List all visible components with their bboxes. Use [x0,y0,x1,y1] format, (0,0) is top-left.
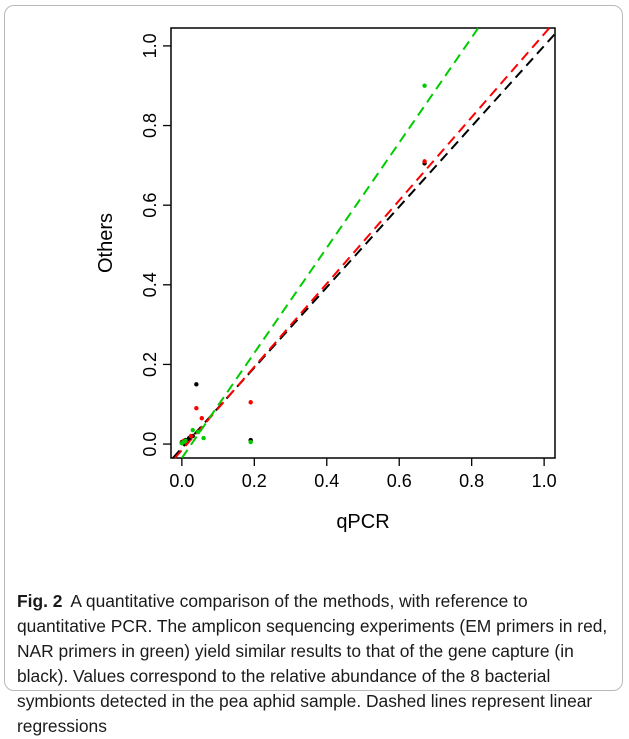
data-point [188,433,194,439]
y-tick-label: 0.0 [140,432,160,457]
y-axis-ticks: 0.0 0.2 0.4 0.6 0.8 1.0 [140,33,171,457]
caption-text: A quantitative comparison of the methods… [17,591,608,736]
data-point [194,382,199,387]
data-point [248,439,253,445]
scatter-chart: 0.0 0.2 0.4 0.6 0.8 1.0 0.0 0.2 0.4 0.6 0.8 1.0 qP… [95,27,557,533]
regression-line [181,27,480,459]
data-point [422,159,427,164]
data-point [199,415,204,421]
data-points [179,83,427,446]
y-tick-label: 0.2 [140,352,160,377]
data-point [248,400,253,405]
x-tick-label: 0.8 [459,471,484,491]
x-axis-ticks: 0.0 0.2 0.4 0.6 0.8 1.0 [169,458,557,491]
x-tick-label: 0.2 [242,471,267,491]
data-point [195,429,201,435]
data-point [183,438,188,444]
x-tick-label: 0.0 [169,471,194,491]
y-tick-label: 0.4 [140,272,160,297]
data-point [190,427,195,433]
regression-line [174,27,551,459]
figure-frame [4,5,623,691]
y-tick-label: 0.8 [140,113,160,138]
x-tick-label: 0.6 [387,471,412,491]
plot-area-border [170,27,556,459]
data-point [194,406,199,411]
caption-label: Fig. 2 [17,591,63,611]
y-axis-label: Others [95,213,117,273]
x-tick-label: 0.4 [314,471,339,491]
regression-lines [172,27,556,459]
data-point [422,83,427,88]
y-tick-label: 0.6 [140,193,160,218]
x-axis-label: qPCR [336,511,389,533]
y-tick-label: 1.0 [140,33,160,58]
data-point [201,435,206,441]
x-tick-label: 1.0 [532,471,557,491]
